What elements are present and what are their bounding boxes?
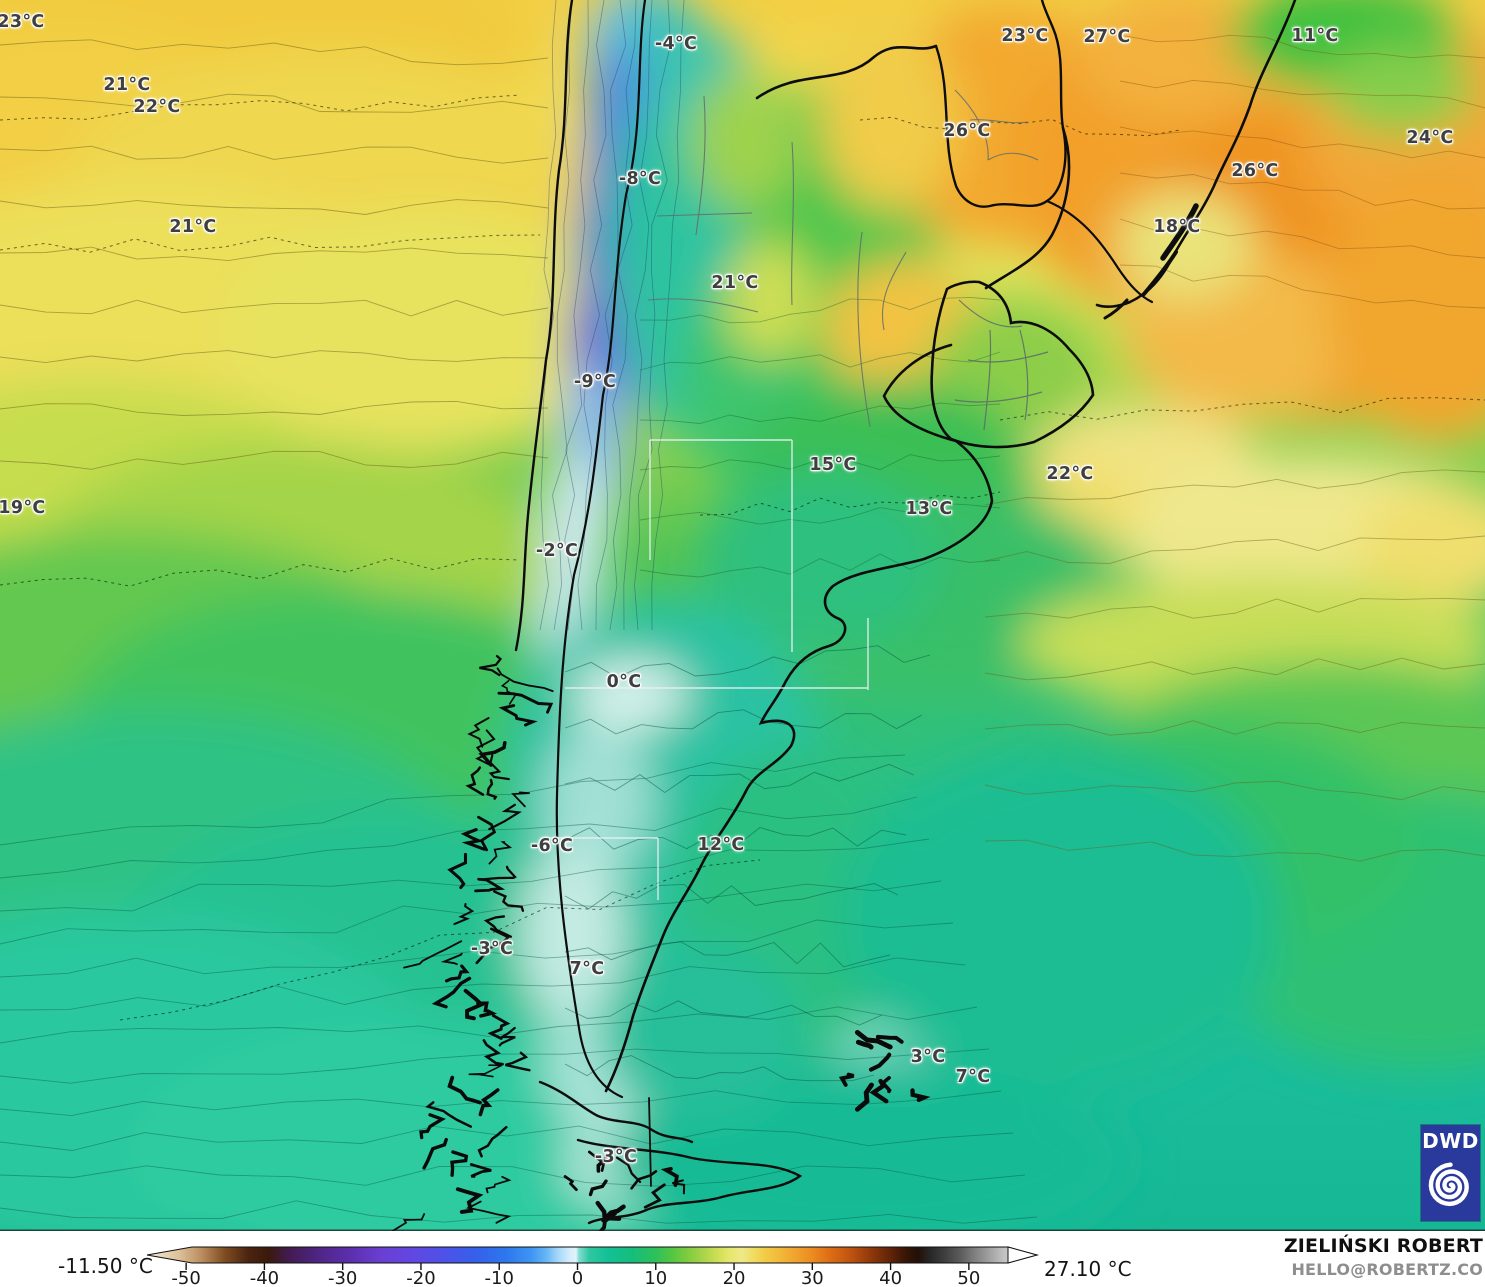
coastal-lagoon-1 — [1160, 203, 1199, 261]
temp-label: 26°C — [1231, 161, 1279, 181]
temp-label: -3°C — [470, 939, 514, 959]
svg-text:-40: -40 — [250, 1268, 279, 1287]
temp-label: 13°C — [905, 499, 953, 519]
coastal-lagoon-2 — [1142, 250, 1178, 296]
colorbar-ticks: -50 -40 -30 -20 -10 0 10 20 30 40 50 — [171, 1263, 980, 1287]
country-borders-coastlines — [514, 0, 1297, 1225]
svg-text:-50: -50 — [171, 1268, 200, 1287]
province-borders — [647, 89, 1049, 431]
temperature-map-canvas — [0, 0, 1485, 1231]
temp-label: 12°C — [697, 835, 745, 855]
svg-text:-10: -10 — [485, 1268, 514, 1287]
temp-label: 15°C — [809, 455, 857, 475]
map-bottom-edge — [0, 1229, 1485, 1231]
svg-text:50: 50 — [957, 1268, 980, 1287]
temperature-field-blobs — [0, 0, 1485, 1231]
temp-label: 18°C — [1153, 217, 1201, 237]
chile-coastline — [514, 0, 574, 652]
temp-label: 22°C — [133, 97, 181, 117]
temp-label: 24°C — [1406, 128, 1454, 148]
temp-label: 22°C — [1046, 464, 1094, 484]
author-email: HELLO@ROBERTZ.CO — [1291, 1259, 1483, 1279]
author-name: ZIELIŃSKI ROBERT — [1283, 1235, 1483, 1257]
temp-label: -3°C — [594, 1147, 638, 1167]
brazil-inland-border — [1045, 199, 1154, 304]
cyclone-spiral-icon — [1428, 1162, 1469, 1207]
temp-label: 7°C — [955, 1067, 991, 1087]
temp-label: 19°C — [0, 498, 46, 518]
temp-label: -8°C — [618, 169, 662, 189]
temp-label: -4°C — [654, 34, 698, 54]
svg-text:20: 20 — [723, 1268, 746, 1287]
temp-label: -9°C — [573, 372, 617, 392]
temp-label: 11°C — [1291, 26, 1339, 46]
uruguay-outline — [930, 280, 1095, 449]
contour-lines — [0, 0, 1485, 1224]
temp-label: -2°C — [535, 541, 579, 561]
north-border-1 — [755, 44, 938, 100]
svg-text:-20: -20 — [406, 1268, 435, 1287]
temp-label: 3°C — [910, 1047, 946, 1067]
dwd-logo: DWD — [1421, 1125, 1480, 1221]
temp-label: 26°C — [943, 121, 991, 141]
province-borders-south — [545, 439, 869, 900]
rio-de-la-plata-coast — [882, 343, 958, 443]
attribution: ZIELIŃSKI ROBERT HELLO@ROBERTZ.CO — [1283, 1235, 1483, 1279]
andes-border — [555, 0, 647, 1099]
colorbar-gradient-bar — [146, 1246, 1039, 1264]
coastal-lagoon-3 — [1103, 298, 1129, 320]
temp-label: -6°C — [530, 836, 574, 856]
brazil-coastline — [1095, 0, 1297, 308]
scale-max-label: 27.10 °C — [1044, 1257, 1132, 1281]
svg-text:10: 10 — [644, 1268, 667, 1287]
svg-text:30: 30 — [801, 1268, 824, 1287]
tierra-del-fuego-coast — [576, 1138, 803, 1225]
temp-label: 27°C — [1083, 27, 1131, 47]
temp-label: 0°C — [606, 672, 642, 692]
temp-label: 23°C — [1001, 26, 1049, 46]
svg-text:-30: -30 — [328, 1268, 357, 1287]
argentina-atlantic-coast — [604, 439, 994, 1093]
border-snake — [984, 126, 1071, 290]
temp-label: 21°C — [711, 273, 759, 293]
temp-label: 21°C — [103, 75, 151, 95]
colorbar-panel: -50 -40 -30 -20 -10 0 10 20 30 40 50 -11.50 °C 27.… — [0, 1231, 1485, 1287]
svg-text:40: 40 — [879, 1268, 902, 1287]
magellan-strait — [538, 1080, 694, 1144]
dwd-logo-text: DWD — [1422, 1129, 1479, 1153]
svg-text:0: 0 — [572, 1268, 583, 1287]
chile-fjords-coastline — [392, 654, 931, 1231]
temp-label: 23°C — [0, 12, 45, 32]
temperature-map: 23°C 21°C 22°C 21°C -4°C -8°C 21°C 23°C 27°C 11°C… — [0, 0, 1485, 1231]
scale-min-label: -11.50 °C — [58, 1254, 153, 1278]
temp-label: 21°C — [169, 217, 217, 237]
colorbar: -50 -40 -30 -20 -10 0 10 20 30 40 50 — [146, 1246, 1039, 1287]
colorbar-overflow-cap — [1007, 1246, 1039, 1264]
temp-label: 7°C — [569, 959, 605, 979]
tierra-del-fuego-border — [648, 1097, 652, 1187]
